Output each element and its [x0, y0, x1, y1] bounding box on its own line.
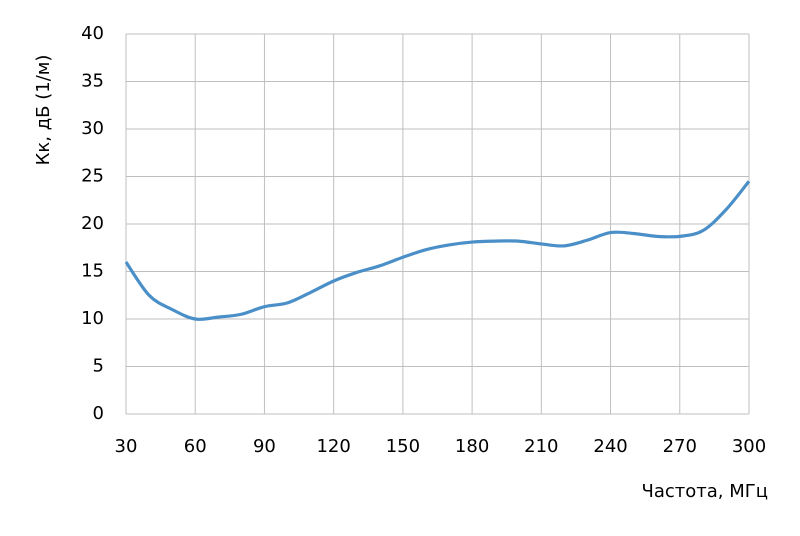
x-tick-label: 30: [115, 436, 138, 457]
y-tick-label: 25: [81, 166, 104, 187]
x-tick-label: 150: [386, 436, 420, 457]
x-tick-label: 210: [524, 436, 558, 457]
x-tick-label: 120: [316, 436, 350, 457]
x-axis-label: Частота, МГц: [642, 481, 768, 502]
y-tick-label: 10: [81, 308, 104, 329]
y-axis-label: Кк, дБ (1/м): [33, 55, 54, 166]
x-tick-label: 240: [593, 436, 627, 457]
x-tick-label: 180: [455, 436, 489, 457]
x-tick-label: 90: [253, 436, 276, 457]
x-tick-label: 300: [732, 436, 766, 457]
y-tick-label: 20: [81, 213, 104, 234]
y-tick-label: 15: [81, 261, 104, 282]
y-tick-label: 0: [93, 403, 104, 424]
x-tick-label: 60: [184, 436, 207, 457]
data-line: [124, 180, 751, 321]
y-tick-label: 40: [81, 23, 104, 44]
y-tick-label: 5: [93, 356, 104, 377]
y-tick-label: 30: [81, 118, 104, 139]
x-tick-label: 270: [663, 436, 697, 457]
y-tick-label: 35: [81, 71, 104, 92]
